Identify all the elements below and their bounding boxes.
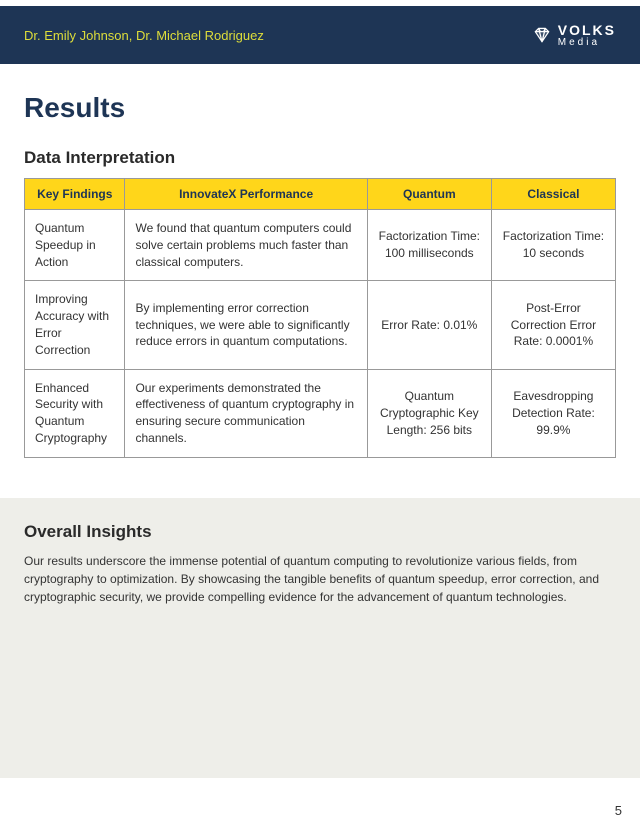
col-header: Key Findings [25, 179, 125, 210]
cell-quantum: Quantum Cryptographic Key Length: 256 bi… [367, 369, 491, 457]
cell-perf: Our experiments demonstrated the effecti… [125, 369, 367, 457]
cell-quantum: Factorization Time: 100 milliseconds [367, 210, 491, 281]
insights-body: Our results underscore the immense poten… [24, 552, 616, 606]
main-content: Results Data Interpretation Key Findings… [0, 64, 640, 458]
col-header: Quantum [367, 179, 491, 210]
logo-sub: Media [558, 38, 616, 48]
brand-logo: VOLKS Media [532, 23, 616, 48]
table-row: Improving Accuracy with Error Correction… [25, 281, 616, 369]
diamond-icon [532, 25, 552, 45]
cell-key: Quantum Speedup in Action [25, 210, 125, 281]
insights-heading: Overall Insights [24, 522, 616, 542]
results-table: Key Findings InnovateX Performance Quant… [24, 178, 616, 458]
cell-classical: Factorization Time: 10 seconds [491, 210, 615, 281]
cell-classical: Eavesdropping Detection Rate: 99.9% [491, 369, 615, 457]
cell-perf: We found that quantum computers could so… [125, 210, 367, 281]
col-header: InnovateX Performance [125, 179, 367, 210]
section-heading: Data Interpretation [24, 148, 616, 168]
page-number: 5 [615, 803, 622, 818]
page-header: Dr. Emily Johnson, Dr. Michael Rodriguez… [0, 0, 640, 64]
cell-key: Improving Accuracy with Error Correction [25, 281, 125, 369]
insights-section: Overall Insights Our results underscore … [0, 498, 640, 778]
table-row: Enhanced Security with Quantum Cryptogra… [25, 369, 616, 457]
page-title: Results [24, 92, 616, 124]
logo-main: VOLKS [558, 23, 616, 37]
authors-text: Dr. Emily Johnson, Dr. Michael Rodriguez [24, 28, 264, 43]
cell-quantum: Error Rate: 0.01% [367, 281, 491, 369]
table-row: Quantum Speedup in Action We found that … [25, 210, 616, 281]
table-header-row: Key Findings InnovateX Performance Quant… [25, 179, 616, 210]
cell-key: Enhanced Security with Quantum Cryptogra… [25, 369, 125, 457]
col-header: Classical [491, 179, 615, 210]
cell-perf: By implementing error correction techniq… [125, 281, 367, 369]
cell-classical: Post-Error Correction Error Rate: 0.0001… [491, 281, 615, 369]
logo-text: VOLKS Media [558, 23, 616, 48]
